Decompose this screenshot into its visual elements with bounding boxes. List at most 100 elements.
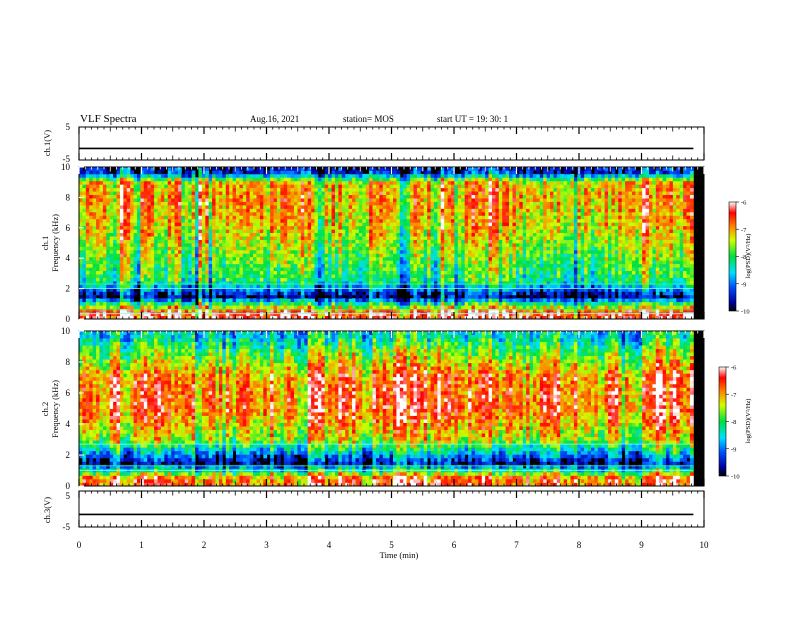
ch1-spectrogram-cell: [239, 174, 243, 178]
ch1-spectrogram-cell: [308, 229, 312, 233]
ch1-spectrogram-cell: [448, 309, 452, 313]
ch1-spectrogram-cell: [376, 284, 380, 288]
ch1-spectrogram-cell: [325, 298, 329, 302]
ch1-spectrogram-cell: [212, 274, 216, 278]
ch1-spectrogram-cell: [284, 278, 288, 282]
ch1-spectrogram-cell: [427, 195, 431, 199]
ch1-spectrogram-cell: [263, 198, 267, 202]
ch1-spectrogram-cell: [246, 184, 250, 188]
ch1-spectrogram-cell: [212, 236, 216, 240]
ch1-spectrogram-cell: [328, 274, 332, 278]
ch1-spectrogram-cell: [233, 250, 237, 254]
ch1-spectrogram-cell: [274, 250, 278, 254]
ch1-spectrogram-cell: [229, 195, 233, 199]
ch1-spectrogram-cell: [239, 271, 243, 275]
ch1-spectrogram-cell: [137, 271, 141, 275]
ch1-spectrogram-cell: [140, 212, 144, 216]
ch1-spectrogram-cell: [140, 208, 144, 212]
ch1-spectrogram-cell: [260, 184, 264, 188]
ch1-spectrogram-cell: [390, 188, 394, 192]
ch1-spectrogram-cell: [137, 226, 141, 230]
ch1-spectrogram-cell: [256, 284, 260, 288]
ch1-spectrogram-cell: [130, 174, 134, 178]
ch1-spectrogram-cell: [359, 264, 363, 268]
ch1-spectrogram-cell: [287, 250, 291, 254]
ch1-spectrogram-cell: [304, 195, 308, 199]
ch1-spectrogram-cell: [393, 291, 397, 295]
ch1-spectrogram-cell: [373, 295, 377, 299]
ch1-spectrogram-cell: [93, 243, 97, 247]
ch1-spectrogram-cell: [96, 226, 100, 230]
ch1-spectrogram-cell: [130, 229, 134, 233]
ch1-spectrogram-cell: [246, 243, 250, 247]
ch1-spectrogram-cell: [274, 226, 278, 230]
ch1-spectrogram-cell: [178, 295, 182, 299]
ch1-spectrogram-cell: [168, 278, 172, 282]
ch1-spectrogram-cell: [154, 298, 158, 302]
ch1-spectrogram-cell: [168, 167, 172, 171]
ch1-spectrogram-cell: [448, 284, 452, 288]
ch1-spectrogram-cell: [410, 174, 414, 178]
ch1-spectrogram-cell: [250, 260, 254, 264]
ch1-spectrogram-cell: [246, 181, 250, 185]
ch1-spectrogram-cell: [134, 181, 138, 185]
ch1-spectrogram-cell: [99, 236, 103, 240]
ch1-spectrogram-cell: [267, 240, 271, 244]
ch1-spectrogram-cell: [325, 229, 329, 233]
ch1-spectrogram-cell: [304, 174, 308, 178]
ch1-spectrogram-cell: [147, 302, 151, 306]
ch1-spectrogram-cell: [321, 260, 325, 264]
ch1-spectrogram-cell: [195, 257, 199, 261]
ch1-spectrogram-cell: [195, 188, 199, 192]
ch1-spectrogram-cell: [103, 298, 107, 302]
ch1-spectrogram-cell: [86, 229, 90, 233]
ch1-spectrogram-cell: [89, 208, 93, 212]
ch1-spectrogram-cell: [106, 264, 110, 268]
ch1-spectrogram-cell: [158, 215, 162, 219]
ch1-spectrogram-cell: [263, 222, 267, 226]
ch1-spectrogram-cell: [117, 302, 121, 306]
ch1-spectrogram-cell: [277, 219, 281, 223]
ch1-spectrogram-cell: [106, 202, 110, 206]
ch1-spectrogram-cell: [386, 202, 390, 206]
ch1-spectrogram-cell: [246, 195, 250, 199]
ch1-spectrogram-cell: [338, 243, 342, 247]
ch1-spectrogram-cell: [410, 240, 414, 244]
ch1-spectrogram-cell: [127, 257, 131, 261]
ch1-spectrogram-cell: [444, 191, 448, 195]
ch1-spectrogram-cell: [366, 284, 370, 288]
ch1-spectrogram-cell: [181, 260, 185, 264]
ch1-spectrogram-cell: [82, 233, 86, 237]
ch1-spectrogram-cell: [239, 250, 243, 254]
ch1-spectrogram-cell: [256, 295, 260, 299]
ch1-spectrogram-cell: [400, 215, 404, 219]
ch1-spectrogram-cell: [277, 257, 281, 261]
header-start-time: start UT = 19: 30: 1: [437, 114, 508, 124]
ch1-spectrogram-cell: [291, 302, 295, 306]
ch1-spectrogram-cell: [355, 264, 359, 268]
ch1-spectrogram-cell: [202, 302, 206, 306]
ch1-spectrogram-cell: [407, 305, 411, 309]
ch1-spectrogram-cell: [106, 191, 110, 195]
ch1-spectrogram-cell: [130, 295, 134, 299]
ch1-spectrogram-cell: [332, 191, 336, 195]
ch1-spectrogram-cell: [403, 243, 407, 247]
ch1-spectrogram-cell: [96, 181, 100, 185]
ch1-spectrogram-cell: [383, 309, 387, 313]
ch1-spectrogram-cell: [393, 188, 397, 192]
ch1-spectrogram-cell: [151, 184, 155, 188]
ch1-spectrogram-cell: [390, 222, 394, 226]
ch1-spectrogram-cell: [233, 284, 237, 288]
ch1-spectrogram-cell: [410, 177, 414, 181]
ch1-spectrogram-cell: [362, 267, 366, 271]
ch1-spectrogram-cell: [79, 181, 83, 185]
ch1-spectrogram-cell: [441, 205, 445, 209]
ch1-spectrogram-cell: [216, 205, 220, 209]
ch1-spectrogram-cell: [315, 264, 319, 268]
ch1-spectrogram-cell: [280, 243, 284, 247]
ch1-spectrogram-cell: [130, 215, 134, 219]
ch1-spectrogram-cell: [444, 212, 448, 216]
ch1-spectrogram-cell: [127, 271, 131, 275]
ch1-spectrogram-cell: [175, 295, 179, 299]
ch1-spectrogram-cell: [212, 208, 216, 212]
